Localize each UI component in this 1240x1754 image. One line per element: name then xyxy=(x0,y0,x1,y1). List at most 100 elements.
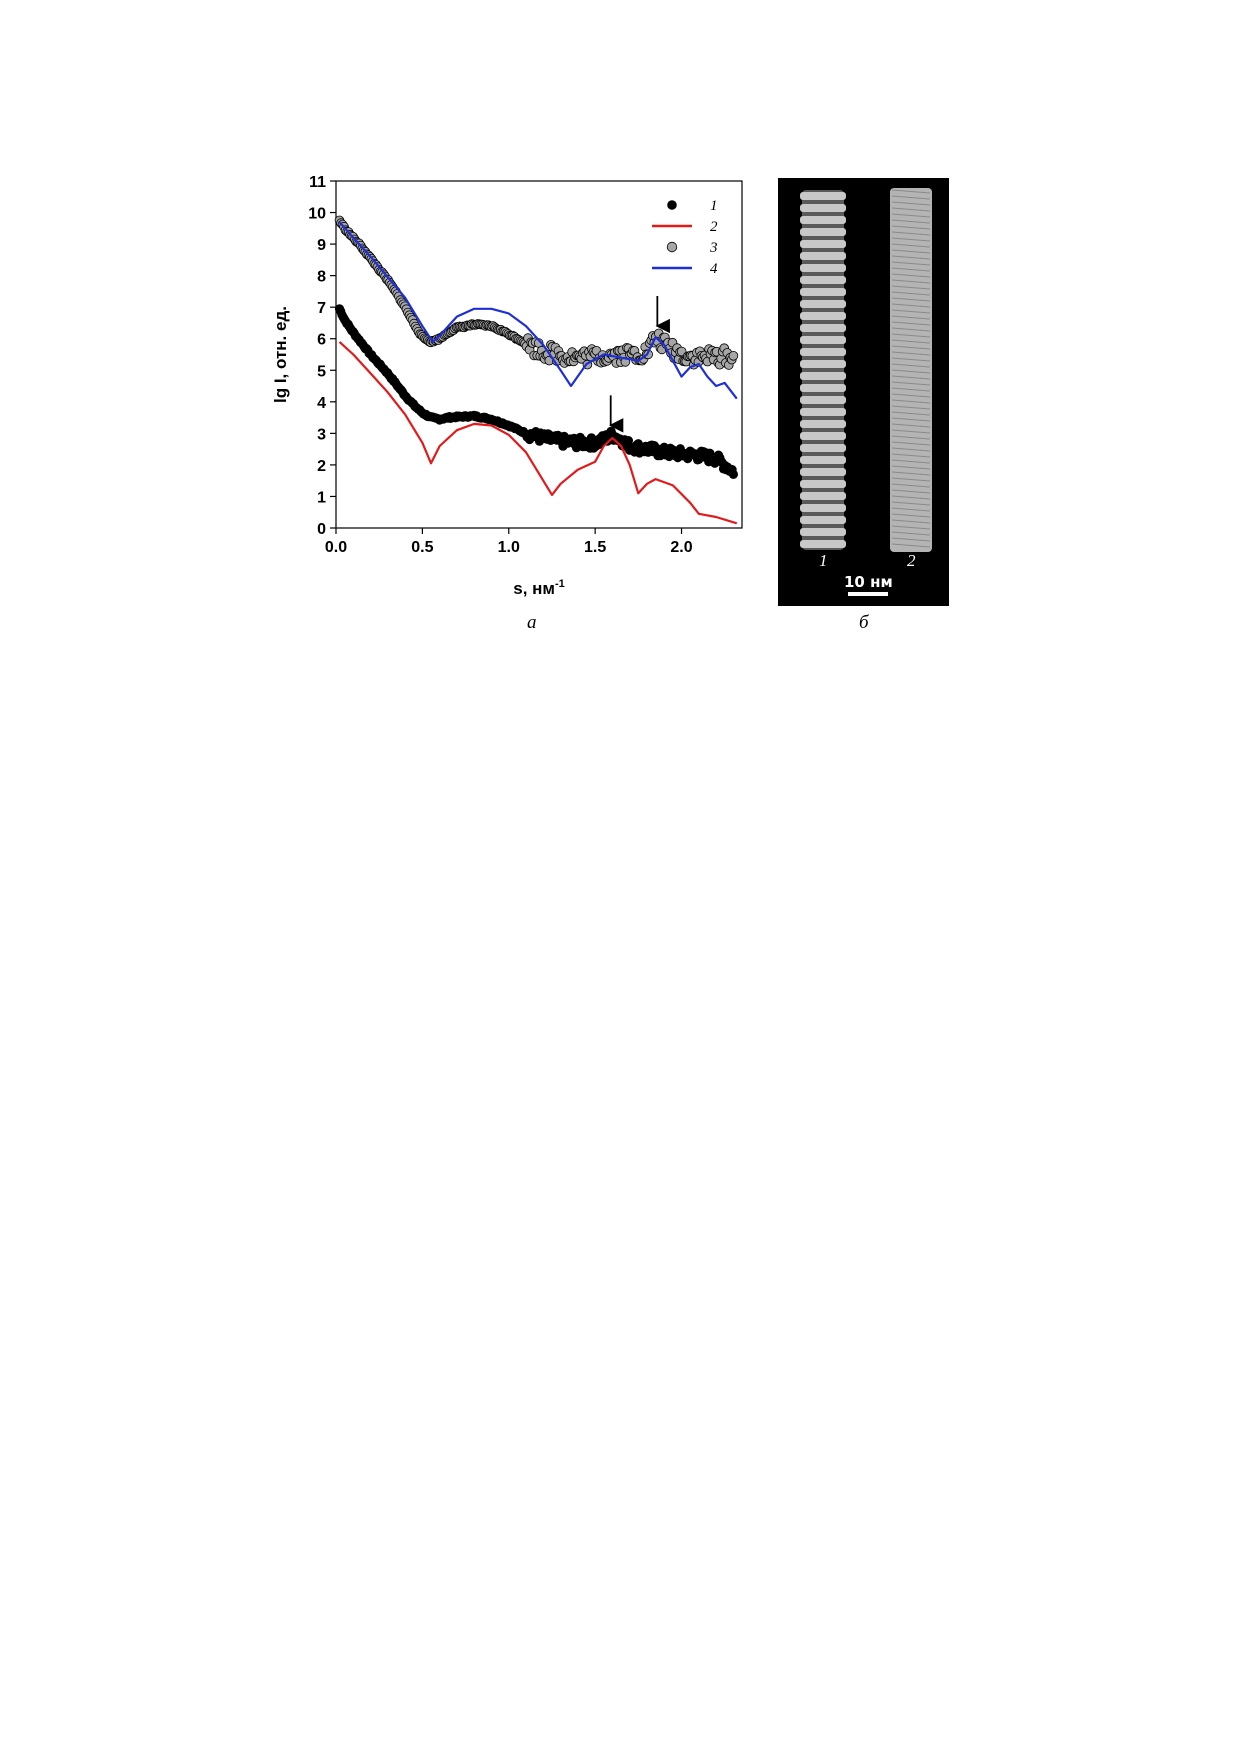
rod-1-disc xyxy=(800,492,846,500)
rod-2-texture xyxy=(891,435,931,440)
rod-2-texture xyxy=(891,411,931,416)
rod-2-texture xyxy=(891,189,931,194)
rod-2-texture xyxy=(891,453,931,458)
rod-2-texture xyxy=(891,339,931,344)
rod-1-disc xyxy=(800,420,846,428)
saxs-chart: 0.0 0.5 1.0 1.5 2.0 0 1 2 3 4 5 6 7 8 9 10 11 s, нм-1 lg I… xyxy=(271,174,743,598)
rod-2-texture xyxy=(891,375,931,380)
micrograph-image xyxy=(800,188,932,552)
rod-2-texture xyxy=(891,273,931,278)
rod-2-texture xyxy=(891,471,931,476)
rod-1-disc xyxy=(800,396,846,404)
rod-2-texture xyxy=(891,291,931,296)
y-tick-label: 7 xyxy=(317,300,326,317)
y-tick-label: 9 xyxy=(317,237,326,254)
x-tick-label: 1.0 xyxy=(498,539,520,556)
rod-2-texture xyxy=(891,333,931,338)
rod-1-disc xyxy=(800,204,846,212)
x-tick-label: 0.0 xyxy=(325,539,347,556)
legend-label-3: 3 xyxy=(709,240,718,256)
rod-2-texture xyxy=(891,393,931,398)
series-4-line xyxy=(338,221,738,400)
rod-1-disc xyxy=(800,264,846,272)
plot-frame xyxy=(335,180,743,529)
rod-1-disc xyxy=(800,456,846,464)
rod-2-texture xyxy=(891,261,931,266)
rod-1-disc xyxy=(800,384,846,392)
rod-1-disc xyxy=(800,348,846,356)
rod-1-disc xyxy=(800,336,846,344)
rod-2-texture xyxy=(891,315,931,320)
rod-2-texture xyxy=(891,243,931,248)
rod-1-disc xyxy=(800,504,846,512)
rod-2-texture xyxy=(891,381,931,386)
rod-2-texture xyxy=(891,237,931,242)
micrograph-panel: 1 2 10 нм xyxy=(778,178,949,606)
rod-1-disc xyxy=(800,408,846,416)
rod-2-texture xyxy=(891,405,931,410)
rod-1-disc xyxy=(800,372,846,380)
rod-2-texture xyxy=(891,423,931,428)
rod-1-disc xyxy=(800,360,846,368)
y-tick-label: 8 xyxy=(317,269,326,286)
rod-2-texture xyxy=(891,351,931,356)
rod-1-disc xyxy=(800,276,846,284)
rod-2-texture xyxy=(891,231,931,236)
y-tick-label: 1 xyxy=(317,489,326,506)
rod-2-texture xyxy=(891,201,931,206)
series-1-point xyxy=(728,469,739,479)
x-axis-title: s, нм-1 xyxy=(513,578,565,598)
rod-2-texture xyxy=(891,225,931,230)
rod-2-texture xyxy=(891,297,931,302)
rod-1-disc xyxy=(800,432,846,440)
rod-2-texture xyxy=(891,327,931,332)
y-tick-label: 4 xyxy=(317,395,326,412)
scale-bar xyxy=(848,592,888,596)
rod-2-texture xyxy=(891,249,931,254)
rod-2-texture xyxy=(891,267,931,272)
rod-1-disc xyxy=(800,228,846,236)
rod-1-disc xyxy=(800,252,846,260)
legend-label-4: 4 xyxy=(710,261,718,277)
rod-2-texture xyxy=(891,387,931,392)
rod-2-texture xyxy=(891,357,931,362)
y-axis-title: lg I, отн. ед. xyxy=(271,306,290,403)
rod-2-texture xyxy=(891,441,931,446)
rod-2-texture xyxy=(891,447,931,452)
rod-2-texture xyxy=(891,483,931,488)
legend-label-2: 2 xyxy=(710,219,718,235)
x-tick-label: 2.0 xyxy=(670,539,692,556)
rod-1-disc xyxy=(800,240,846,248)
rod-2-texture xyxy=(891,507,931,512)
rod-2-texture xyxy=(891,417,931,422)
rod-2-texture xyxy=(891,213,931,218)
rod-2-texture xyxy=(891,459,931,464)
rod-2-texture xyxy=(891,207,931,212)
rod-2-texture xyxy=(891,279,931,284)
rod-2-texture xyxy=(891,525,931,530)
y-tick-label: 2 xyxy=(317,458,326,475)
rod-1-disc xyxy=(800,516,846,524)
micrograph-label-1: 1 xyxy=(819,551,828,570)
rod-2-texture xyxy=(891,531,931,536)
rod-2-texture xyxy=(891,495,931,500)
rod-2-texture xyxy=(891,399,931,404)
rod-2-texture xyxy=(891,255,931,260)
legend-swatch-3 xyxy=(666,241,678,253)
y-tick-label: 10 xyxy=(308,206,326,223)
series-2-line xyxy=(338,341,738,525)
panel-label-a: а xyxy=(527,612,537,633)
x-tick-label: 0.5 xyxy=(411,539,433,556)
rod-2-texture xyxy=(891,321,931,326)
rod-1-disc xyxy=(800,444,846,452)
rod-2-texture xyxy=(891,285,931,290)
rod-1-disc xyxy=(800,300,846,308)
rod-2-texture xyxy=(891,501,931,506)
rod-2-texture xyxy=(891,465,931,470)
rod-1-disc xyxy=(800,312,846,320)
rod-2-texture xyxy=(891,303,931,308)
y-tick-label: 11 xyxy=(309,174,326,191)
rod-2-texture xyxy=(891,519,931,524)
rod-2-texture xyxy=(891,345,931,350)
y-tick-label: 5 xyxy=(317,363,326,380)
